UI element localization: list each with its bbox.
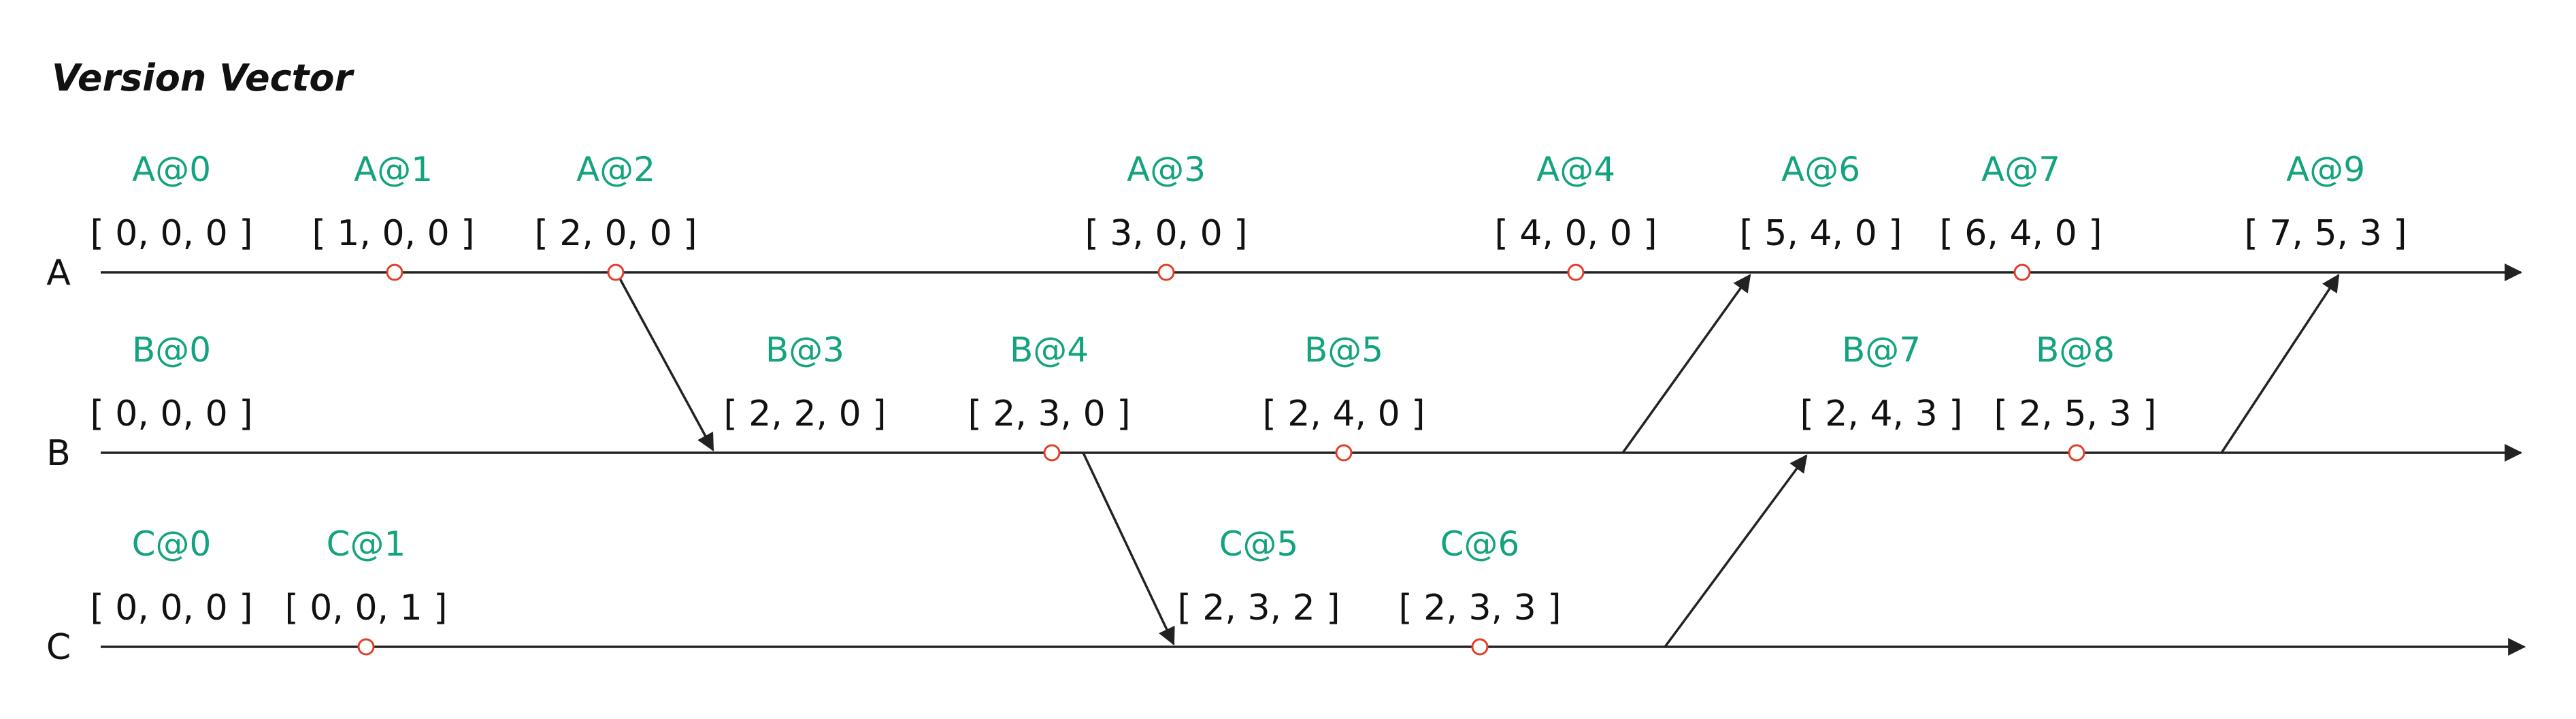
version-vector-label: [ 0, 0, 1 ] [284,588,447,628]
event-label: C@6 [1440,524,1520,564]
event-c-1: C@1 [ 0, 0, 1 ] [284,524,448,656]
event-marker [357,638,375,656]
event-label: A@0 [132,150,211,189]
event-b-0: B@0 [ 0, 0, 0 ] [90,330,252,434]
messages [615,272,2340,648]
version-vector-label: [ 7, 5, 3 ] [2244,213,2407,254]
event-b-8: B@8 [ 2, 5, 3 ] [1994,330,2157,462]
event-label: A@4 [1536,150,1615,189]
event-label: A@2 [576,150,655,189]
version-vector-label: [ 2, 3, 2 ] [1177,588,1340,628]
process-label-a: A [46,253,71,293]
event-c-0: C@0 [ 0, 0, 0 ] [90,524,252,628]
version-vector-label: [ 2, 4, 3 ] [1800,394,1962,434]
event-b-3: B@3 [ 2, 2, 0 ] [723,330,886,434]
event-label: A@3 [1127,150,1206,189]
process-label-c: C [46,627,71,668]
event-a-4: A@4 [ 4, 0, 0 ] [1494,150,1657,281]
event-b-5: B@5 [ 2, 4, 0 ] [1262,330,1425,462]
version-vector-label: [ 1, 0, 0 ] [312,213,474,254]
event-a-2: A@2 [ 2, 0, 0 ] [534,150,697,281]
message-arrow-a2-to-b3 [615,272,714,451]
event-label: B@3 [765,330,844,370]
events: A@0 [ 0, 0, 0 ] A@1 [ 1, 0, 0 ] A@2 [ 2, 0, 0… [90,150,2407,656]
event-label: A@6 [1781,150,1860,189]
event-a-1: A@1 [ 1, 0, 0 ] [312,150,475,281]
version-vector-label: [ 0, 0, 0 ] [90,394,252,434]
event-marker [1043,444,1061,462]
event-label: B@4 [1010,330,1089,370]
event-b-4: B@4 [ 2, 3, 0 ] [968,330,1131,462]
event-label: A@1 [354,150,433,189]
event-marker [2068,444,2085,462]
event-marker [1335,444,1353,462]
version-vector-label: [ 2, 4, 0 ] [1262,394,1425,434]
version-vector-label: [ 4, 0, 0 ] [1494,213,1657,254]
version-vector-label: [ 5, 4, 0 ] [1739,213,1902,254]
version-vector-label: [ 3, 0, 0 ] [1085,213,1247,254]
timelines: A B C [46,253,2526,668]
event-a-3: A@3 [ 3, 0, 0 ] [1085,150,1248,281]
event-marker [1471,638,1489,656]
event-marker [386,263,403,281]
event-label: A@9 [2286,150,2365,189]
event-marker [607,263,625,281]
event-label: B@8 [2036,330,2115,370]
event-a-7: A@7 [ 6, 4, 0 ] [1939,150,2102,281]
event-a-6: A@6 [ 5, 4, 0 ] [1739,150,1902,254]
event-c-5: C@5 [ 2, 3, 2 ] [1177,524,1340,628]
version-vector-label: [ 0, 0, 0 ] [90,588,252,628]
event-label: C@5 [1219,524,1299,564]
event-label: B@0 [132,330,211,370]
process-label-b: B [46,433,71,474]
event-label: A@7 [1981,150,2060,189]
event-b-7: B@7 [ 2, 4, 3 ] [1800,330,1962,434]
message-arrow-b4-to-c5 [1082,452,1175,645]
event-c-6: C@6 [ 2, 3, 3 ] [1398,524,1562,656]
event-a-9: A@9 [ 7, 5, 3 ] [2244,150,2407,254]
version-vector-label: [ 0, 0, 0 ] [90,213,252,254]
version-vector-label: [ 2, 0, 0 ] [534,213,697,254]
event-marker [1567,263,1585,281]
message-arrow-b8-to-a9 [2220,274,2340,453]
version-vector-label: [ 6, 4, 0 ] [1939,213,2102,254]
version-vector-label: [ 2, 3, 0 ] [968,394,1130,434]
version-vector-label: [ 2, 2, 0 ] [723,394,886,434]
diagram-title: Version Vector [52,57,355,99]
version-vector-label: [ 2, 3, 3 ] [1398,588,1561,628]
event-marker [2013,263,2031,281]
event-label: B@7 [1842,330,1921,370]
event-label: B@5 [1304,330,1383,370]
message-arrow-b5-to-a6 [1621,274,1751,454]
event-marker [1157,263,1175,281]
event-label: C@0 [132,524,212,564]
version-vector-label: [ 2, 5, 3 ] [1994,394,2156,434]
event-a-0: A@0 [ 0, 0, 0 ] [90,150,252,254]
event-label: C@1 [327,524,406,564]
message-arrow-c6-to-b7 [1664,454,1808,648]
